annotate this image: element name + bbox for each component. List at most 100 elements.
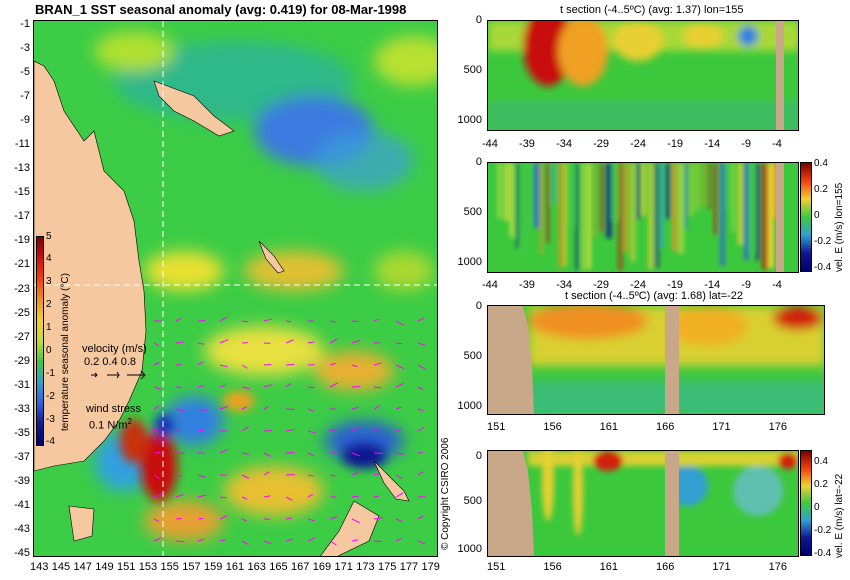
x-tick: -19 — [667, 138, 684, 150]
y-tick: -37 — [14, 450, 30, 463]
wind-vector — [285, 538, 294, 542]
wind-vector — [351, 452, 361, 457]
velocity-stripe — [726, 163, 731, 209]
section1-y-axis: 0 500 1000 — [452, 14, 484, 129]
wind-vector — [351, 320, 359, 323]
wind-vector — [263, 471, 270, 476]
cb-tick: 1 — [46, 322, 52, 333]
y-tick: -15 — [14, 186, 30, 199]
y-tick: 500 — [463, 64, 482, 76]
x-tick: -14 — [704, 138, 721, 150]
section2-y-axis: 0 500 1000 — [452, 156, 484, 271]
x-tick: -34 — [556, 138, 572, 150]
vel-colorbar-lat-ticks: 0.4 0.2 0 -0.2 -0.4 — [814, 452, 844, 562]
wind-vector — [241, 426, 249, 432]
cb-tick: 0 — [814, 502, 820, 513]
wind-vector — [219, 539, 226, 542]
velocity-stripe — [762, 163, 768, 270]
wind-vector — [417, 364, 426, 370]
velocity-stripe — [528, 163, 531, 226]
cb-tick: -2 — [46, 391, 55, 402]
section4-field — [488, 451, 798, 556]
velocity-legend-values: 0.2 0.4 0.8 — [84, 356, 136, 368]
map-title: BRAN_1 SST seasonal anomaly (avg: 0.419)… — [35, 2, 407, 17]
velocity-stripe — [732, 163, 735, 233]
x-tick: 143 — [30, 561, 49, 573]
wind-vector — [395, 320, 404, 326]
velocity-stripe — [708, 163, 711, 210]
wind-vector — [285, 339, 294, 344]
wind-vector — [417, 408, 424, 412]
wind-vector — [395, 518, 403, 522]
velocity-stripe — [744, 163, 749, 261]
wind-vector — [175, 540, 185, 543]
wind-vector — [351, 426, 360, 432]
section1-field — [488, 21, 798, 130]
velocity-legend-title: velocity (m/s) — [82, 343, 147, 355]
wind-vector — [241, 452, 249, 455]
x-tick: 157 — [182, 561, 201, 573]
x-tick: -44 — [482, 138, 498, 150]
velocity-stripe — [678, 163, 684, 255]
t-section-lat-22[interactable] — [487, 305, 825, 415]
x-tick: 151 — [487, 421, 506, 433]
velocity-stripe — [714, 163, 718, 235]
x-tick: 149 — [95, 561, 114, 573]
vel-section-lat-22[interactable] — [487, 450, 799, 557]
t-section-lon155[interactable] — [487, 20, 799, 131]
wind-vector — [285, 363, 295, 366]
section4-x-axis: 151 156 161 166 171 176 — [487, 561, 787, 573]
velocity-stripe — [768, 163, 774, 269]
x-tick: 161 — [599, 561, 619, 573]
y-tick: 0 — [475, 450, 482, 462]
cb-tick: -4 — [46, 436, 55, 447]
y-tick: -7 — [20, 90, 30, 103]
velocity-stripe — [600, 163, 603, 232]
temp-colorbar-label: temperature seasonal anomaly (°C) — [60, 273, 71, 431]
cb-tick: -0.4 — [814, 548, 832, 559]
x-tick: 177 — [399, 561, 419, 573]
x-tick: -14 — [704, 279, 721, 291]
y-tick: -11 — [14, 138, 30, 151]
wind-vector — [175, 494, 184, 498]
wind-vector — [395, 342, 403, 345]
sst-anomaly-map[interactable]: 5 4 3 2 1 0 -1 -2 -3 -4 temperature seas… — [33, 20, 438, 557]
wind-vector — [373, 405, 380, 410]
wind-vector — [329, 428, 337, 432]
wind-vector — [373, 473, 380, 476]
x-tick: -44 — [482, 279, 498, 291]
section1-x-axis: -44 -39 -34 -29 -24 -19 -14 -9 -4 — [482, 138, 782, 150]
wind-vector — [351, 539, 359, 542]
wind-vector — [153, 405, 159, 410]
x-tick: -39 — [519, 138, 535, 150]
x-tick: -24 — [630, 279, 647, 291]
section2-x-axis: -44 -39 -34 -29 -24 -19 -14 -9 -4 — [482, 279, 782, 291]
velocity-stripe — [612, 163, 618, 220]
y-tick: -23 — [14, 282, 30, 295]
vel-section-lon155[interactable] — [487, 162, 799, 273]
velocity-stripe — [558, 163, 564, 268]
wind-vector — [153, 428, 159, 432]
velocity-stripe — [720, 163, 726, 266]
velocity-stripe — [540, 163, 543, 255]
cb-tick: 0.4 — [814, 158, 828, 169]
cb-tick: 0.2 — [814, 479, 828, 490]
velocity-stripe — [672, 163, 678, 252]
y-tick: 500 — [463, 206, 482, 218]
wind-vector — [153, 474, 161, 480]
wind-vectors — [153, 316, 426, 546]
wind-vector — [351, 495, 360, 498]
y-tick: 1000 — [457, 256, 482, 268]
wind-vector — [263, 540, 272, 545]
section3-x-axis: 151 156 161 166 171 176 — [487, 421, 787, 433]
velocity-stripe — [546, 163, 550, 244]
x-tick: 167 — [291, 561, 310, 573]
wind-vector — [197, 474, 206, 478]
wind-vector — [395, 364, 405, 370]
x-tick: 166 — [655, 421, 675, 433]
section2-field — [488, 163, 798, 272]
wind-vector — [219, 364, 228, 368]
wind-vector — [417, 471, 424, 476]
new-caledonia-land — [258, 240, 285, 274]
wind-vector — [197, 385, 205, 388]
